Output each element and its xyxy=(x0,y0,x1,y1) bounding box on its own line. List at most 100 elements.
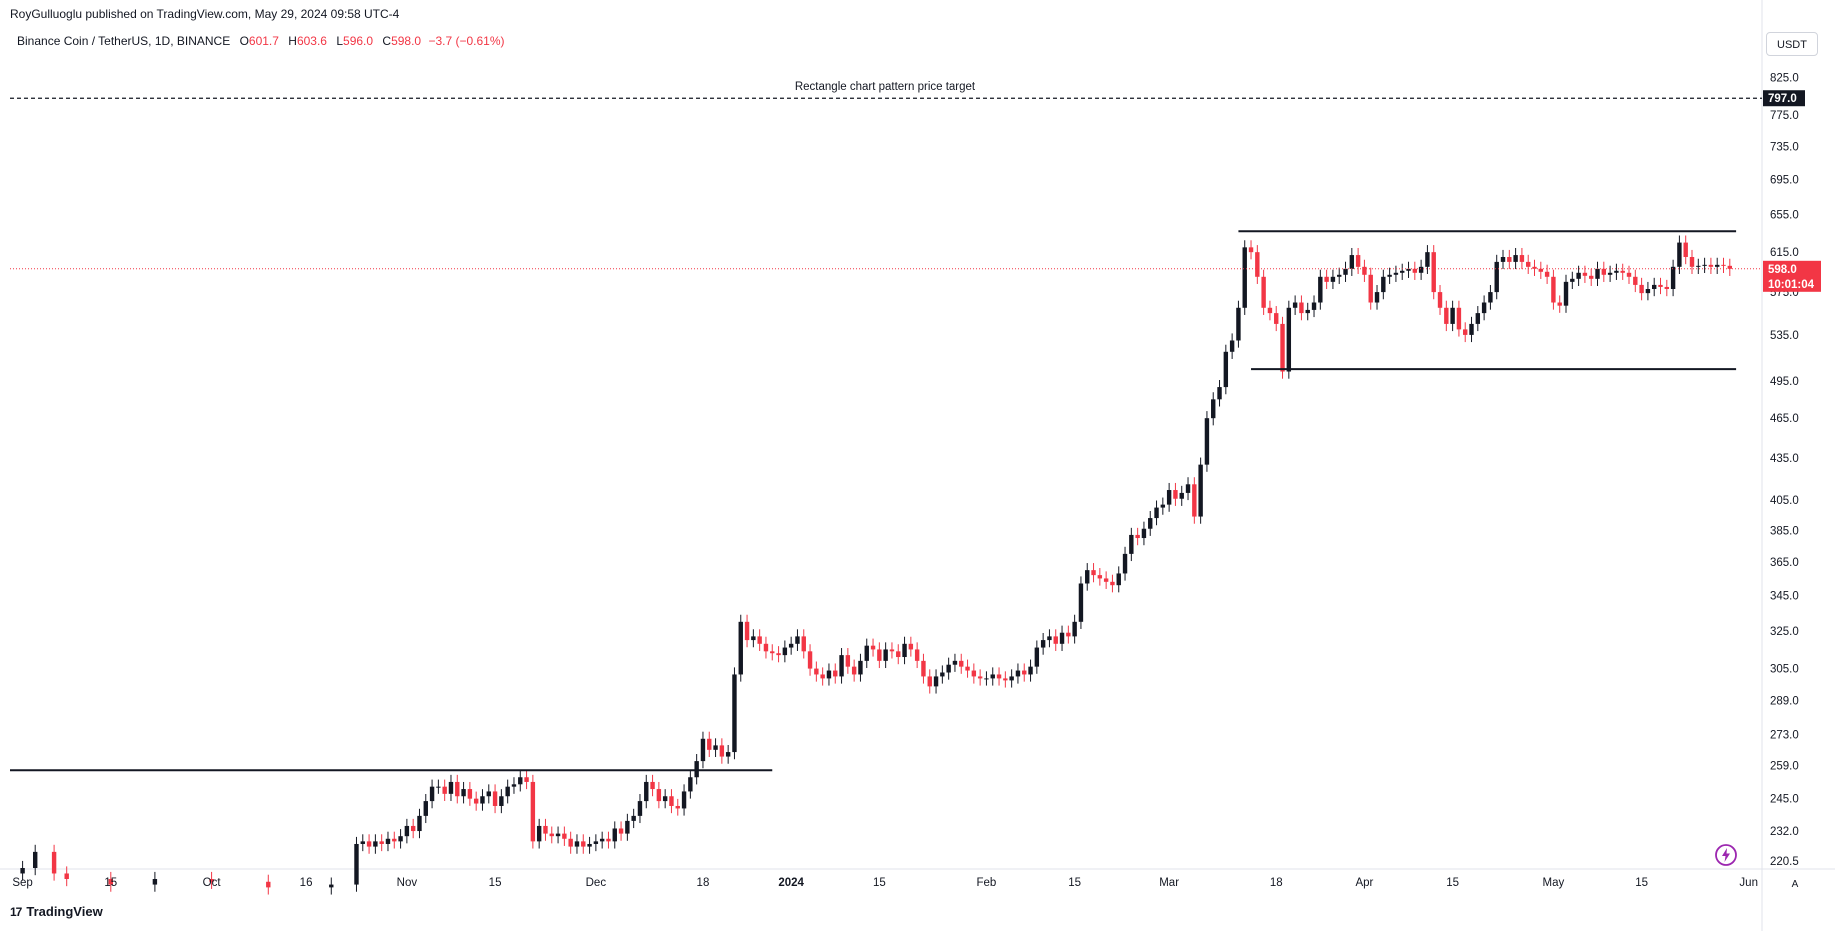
candle-body xyxy=(1141,528,1147,539)
candle xyxy=(1198,457,1203,524)
candle xyxy=(1173,482,1178,506)
candle xyxy=(1217,379,1222,407)
candle-body xyxy=(864,645,869,661)
candle-body xyxy=(1085,570,1090,584)
candle-body xyxy=(618,828,624,834)
candle-body xyxy=(1122,553,1128,574)
countdown-label: 10:01:04 xyxy=(1768,279,1815,291)
candle-body xyxy=(1645,289,1651,294)
candle xyxy=(839,648,844,684)
candle xyxy=(1708,257,1714,274)
open-label: O xyxy=(239,34,249,48)
candle-body xyxy=(1418,266,1424,273)
candle-body xyxy=(1116,573,1121,586)
candle xyxy=(486,784,491,804)
candle-body xyxy=(209,878,214,882)
candle xyxy=(788,636,794,655)
candle-body xyxy=(1683,242,1688,258)
candle xyxy=(1072,614,1077,644)
candle-body xyxy=(1557,302,1562,306)
candle-body xyxy=(1097,575,1103,579)
candle xyxy=(637,794,643,824)
candle xyxy=(574,834,580,854)
candle-body xyxy=(587,843,592,847)
candle xyxy=(1614,263,1619,280)
candle xyxy=(965,659,970,678)
candle-body xyxy=(1204,418,1210,465)
time-axis[interactable]: Sep 15 Oct 16 Nov 15 Dec 18 2024 15 Feb 15 Mar 18 Apr 1… xyxy=(12,877,1758,889)
candle-body xyxy=(1292,302,1298,308)
candle xyxy=(1368,267,1373,310)
candle-body xyxy=(1532,266,1537,269)
target-annotation[interactable]: Rectangle chart pattern price target xyxy=(795,81,976,93)
candle-body xyxy=(448,781,454,794)
price-axis[interactable]: 825.0775.0735.0695.0655.0615.0575.0535.0… xyxy=(1770,73,1799,869)
candle-body xyxy=(32,851,38,868)
candle xyxy=(675,798,680,816)
candle xyxy=(1028,659,1033,682)
currency-button[interactable]: USDT xyxy=(1766,32,1818,56)
candle xyxy=(946,657,951,680)
candle xyxy=(921,653,926,684)
candle xyxy=(1689,249,1695,274)
candle-body xyxy=(329,884,334,888)
candle xyxy=(417,808,422,839)
y-tick-label: 220.5 xyxy=(1770,856,1799,868)
candle-body xyxy=(1494,261,1499,293)
candle-body xyxy=(990,674,995,679)
candle xyxy=(1639,277,1644,301)
high-label: H xyxy=(288,34,297,48)
candle xyxy=(1116,566,1121,593)
lightning-icon[interactable] xyxy=(1714,843,1738,867)
candle-body xyxy=(1475,313,1481,324)
candle-body xyxy=(1022,670,1027,675)
candle-body xyxy=(933,676,939,687)
candle xyxy=(940,665,945,684)
candle-body xyxy=(952,660,958,665)
y-tick-label: 735.0 xyxy=(1770,141,1799,153)
symbol-title[interactable]: Binance Coin / TetherUS, 1D, BINANCE xyxy=(17,34,231,48)
candle xyxy=(1211,392,1216,426)
candle xyxy=(795,629,800,651)
candle xyxy=(801,629,806,659)
x-tick-label: 16 xyxy=(300,877,313,889)
candle-body xyxy=(902,643,907,658)
candles-layer xyxy=(20,235,1733,895)
tradingview-logo[interactable]: 17 TradingView xyxy=(10,904,103,919)
candle xyxy=(1318,269,1323,310)
candle-body xyxy=(549,833,554,837)
y-tick-label: 385.0 xyxy=(1770,525,1799,537)
candle-body xyxy=(896,651,901,658)
candle-body xyxy=(870,645,876,650)
candle-body xyxy=(1286,307,1292,372)
candle-body xyxy=(436,786,441,788)
candle-body xyxy=(1544,271,1550,277)
candle-body xyxy=(1563,281,1569,306)
candle xyxy=(1475,306,1481,332)
candle-body xyxy=(1406,268,1411,271)
candle xyxy=(1607,265,1613,282)
candle-body xyxy=(486,791,491,797)
candle xyxy=(404,818,410,844)
candle xyxy=(1721,257,1726,274)
candle-body xyxy=(404,825,410,837)
candle xyxy=(851,659,857,682)
candle xyxy=(1192,477,1197,524)
candle-body xyxy=(1664,286,1670,290)
candle-body xyxy=(1607,272,1613,275)
candle-body xyxy=(524,777,529,782)
auto-scale-button[interactable]: A xyxy=(1791,879,1799,890)
candle xyxy=(1677,235,1682,274)
candle-body xyxy=(562,833,567,839)
candle-body xyxy=(1192,484,1197,517)
candle xyxy=(410,818,416,839)
candle-body xyxy=(1400,270,1405,273)
candle xyxy=(896,644,901,665)
candle-body xyxy=(1311,302,1317,310)
candle xyxy=(1003,671,1008,688)
candle xyxy=(581,834,586,854)
candle-body xyxy=(845,655,851,667)
candle xyxy=(625,813,630,841)
candle-body xyxy=(1154,507,1159,519)
